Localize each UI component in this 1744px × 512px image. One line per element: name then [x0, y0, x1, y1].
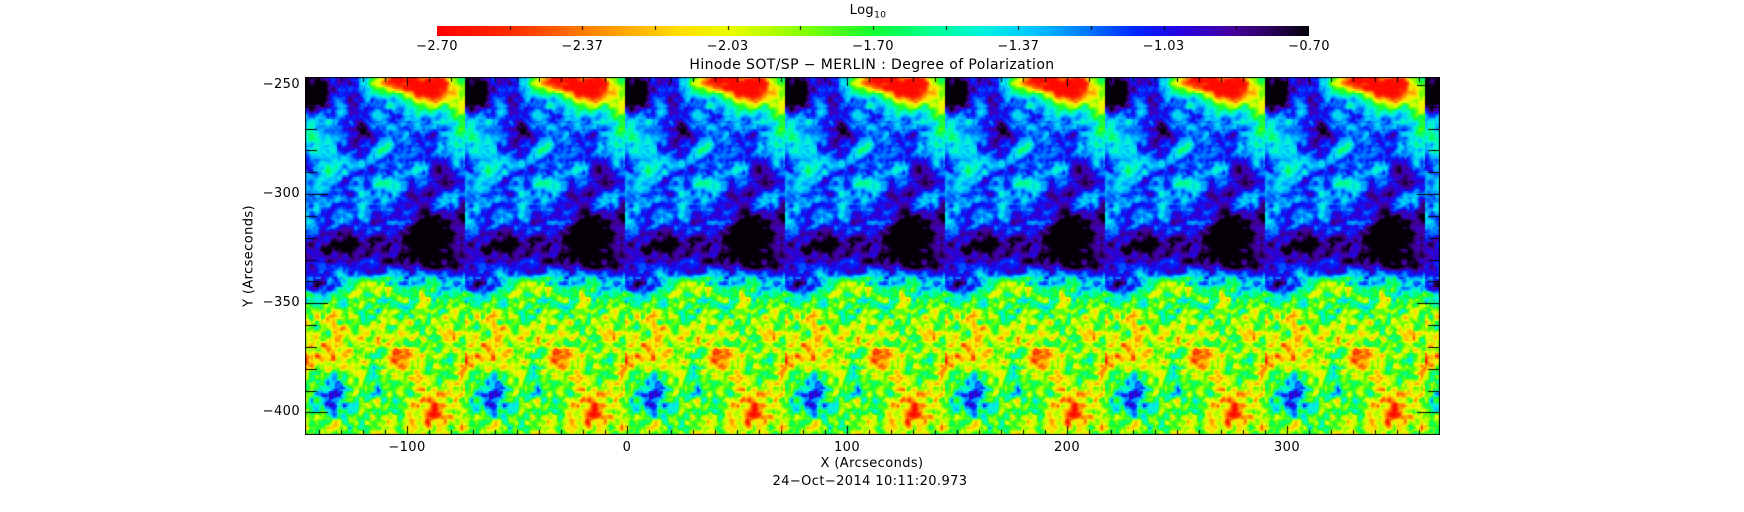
x-tick-label: 300 [1273, 440, 1301, 455]
y-tick-label: −400 [262, 404, 300, 420]
y-tick-label: −300 [262, 186, 300, 202]
y-tick-label: −250 [262, 77, 300, 92]
colorbar-title: Log10 [850, 3, 887, 21]
colorbar-gradient [437, 26, 1309, 36]
colorbar-tick-label: −1.70 [852, 39, 894, 54]
colorbar-tick-label: −1.37 [997, 39, 1040, 54]
polarization-map-canvas [305, 77, 1440, 435]
y-tick-label: −350 [262, 295, 300, 311]
colorbar-tick-label: −2.03 [706, 39, 749, 54]
colorbar-tick-label: −1.03 [1142, 39, 1185, 54]
x-tick-label: 200 [1053, 440, 1081, 455]
plot-title: Hinode SOT/SP − MERLIN : Degree of Polar… [689, 57, 1055, 73]
colorbar-tick-label: −2.37 [561, 39, 604, 54]
colorbar-title-text: Log [849, 3, 875, 18]
x-tick-label: 100 [833, 440, 861, 455]
colorbar-tick-label: −2.70 [416, 39, 458, 54]
x-tick-label: −100 [388, 440, 426, 455]
x-axis-label: X (Arcseconds) [820, 456, 924, 471]
colorbar-tick-label: −0.70 [1288, 39, 1330, 54]
colorbar-title-subscript: 10 [874, 10, 887, 21]
timestamp: 24−Oct−2014 10:11:20.973 [772, 474, 968, 489]
x-tick-label: 0 [622, 440, 632, 455]
y-axis-label: Y (Arcseconds) [241, 204, 257, 308]
